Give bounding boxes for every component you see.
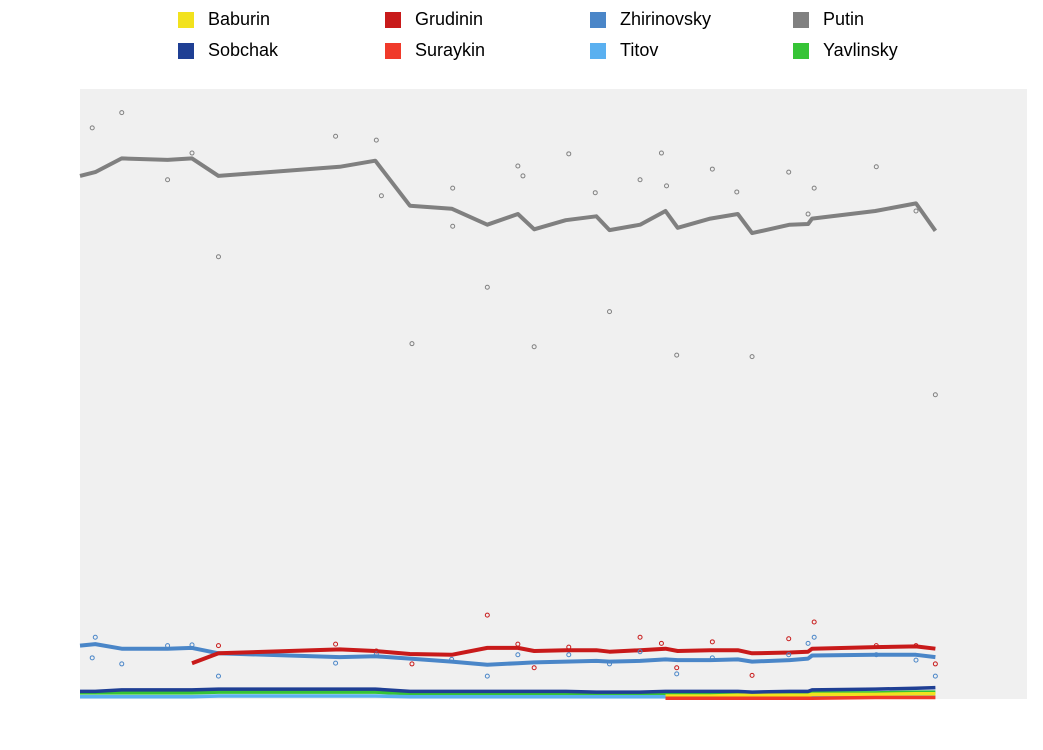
poll-dot (333, 641, 339, 647)
poll-dot (520, 173, 526, 179)
poll-dot (805, 640, 811, 646)
legend-label: Titov (620, 40, 658, 60)
poll-dot (165, 643, 171, 649)
legend-label: Suraykin (415, 40, 485, 60)
poll-dot (484, 612, 490, 618)
legend-label: Zhirinovsky (620, 9, 711, 29)
legend-swatch (385, 12, 401, 28)
legend-label: Sobchak (208, 40, 279, 60)
poll-dot (119, 110, 125, 116)
poll-dot (709, 655, 715, 661)
poll-dot (484, 284, 490, 290)
poll-dot (805, 211, 811, 217)
poll-dot (89, 125, 95, 131)
legend-swatch (178, 43, 194, 59)
poll-dot (484, 673, 490, 679)
poll-dot (449, 656, 455, 662)
poll-dot (215, 254, 221, 260)
poll-dot (450, 185, 456, 191)
poll-dot (674, 671, 680, 677)
poll-dot (566, 644, 572, 650)
poll-dot (913, 657, 919, 663)
poll-dot (637, 634, 643, 640)
poll-dot (932, 661, 938, 667)
poll-dot (119, 661, 125, 667)
poll-dot (674, 352, 680, 358)
poll-dot (373, 651, 379, 657)
legend-swatch (590, 43, 606, 59)
series-line (665, 695, 936, 700)
poll-dot (215, 643, 221, 649)
series-line (79, 642, 936, 667)
plot-area (80, 89, 1027, 699)
poll-dot (450, 223, 456, 229)
poll-dot (786, 169, 792, 175)
poll-dot (409, 661, 415, 667)
legend-swatch (793, 43, 809, 59)
poll-dot (373, 648, 379, 654)
poll-dot (89, 655, 95, 661)
poll-dot (658, 150, 664, 156)
poll-dot (734, 189, 740, 195)
series-line (80, 685, 936, 694)
series-line (665, 691, 936, 698)
poll-dot (409, 341, 415, 347)
poll-dot (811, 619, 817, 625)
poll-dot (786, 652, 792, 658)
poll-dot (873, 164, 879, 170)
poll-dot (913, 208, 919, 214)
poll-dot (658, 640, 664, 646)
poll-dot (165, 177, 171, 183)
poll-dot (531, 665, 537, 671)
poll-dot (811, 634, 817, 640)
poll-dot (515, 641, 521, 647)
poll-dot (873, 652, 879, 658)
series-line (79, 156, 938, 236)
lines (79, 156, 938, 700)
poll-dot (92, 634, 98, 640)
poll-dot (333, 133, 339, 139)
legend-swatch (178, 12, 194, 28)
poll-dot (749, 672, 755, 678)
poll-dot (637, 177, 643, 183)
legend-label: Putin (823, 9, 864, 29)
legend-swatch (385, 43, 401, 59)
poll-dot (515, 163, 521, 169)
poll-dot (664, 183, 670, 189)
poll-dot (811, 185, 817, 191)
poll-dot (913, 643, 919, 649)
poll-dot (333, 660, 339, 666)
poll-dot (592, 190, 598, 196)
legend-label: Yavlinsky (823, 40, 898, 60)
poll-dot (373, 137, 379, 143)
poll-dot (674, 665, 680, 671)
poll-dot (607, 309, 613, 315)
legend-label: Baburin (208, 9, 270, 29)
poll-dot (749, 354, 755, 360)
poll-dot (932, 392, 938, 398)
poll-dot (607, 661, 613, 667)
legend-swatch (793, 12, 809, 28)
poll-dot (873, 643, 879, 649)
poll-dot (709, 166, 715, 172)
poll-dot (637, 649, 643, 655)
poll-dot (515, 652, 521, 658)
series-line (191, 644, 936, 666)
poll-dot (786, 636, 792, 642)
dots (89, 110, 938, 679)
legend-label: Grudinin (415, 9, 483, 29)
poll-dot (215, 673, 221, 679)
poll-dot (189, 150, 195, 156)
poll-dot (709, 639, 715, 645)
poll-dot (189, 642, 195, 648)
poll-dot (531, 344, 537, 350)
poll-dot (566, 151, 572, 157)
legend: Baburin Grudinin Zhirinovsky Putin Sobchak Su… (178, 9, 898, 60)
poll-dot (932, 673, 938, 679)
poll-dot (566, 652, 572, 658)
legend-swatch (590, 12, 606, 28)
poll-dot (378, 193, 384, 199)
